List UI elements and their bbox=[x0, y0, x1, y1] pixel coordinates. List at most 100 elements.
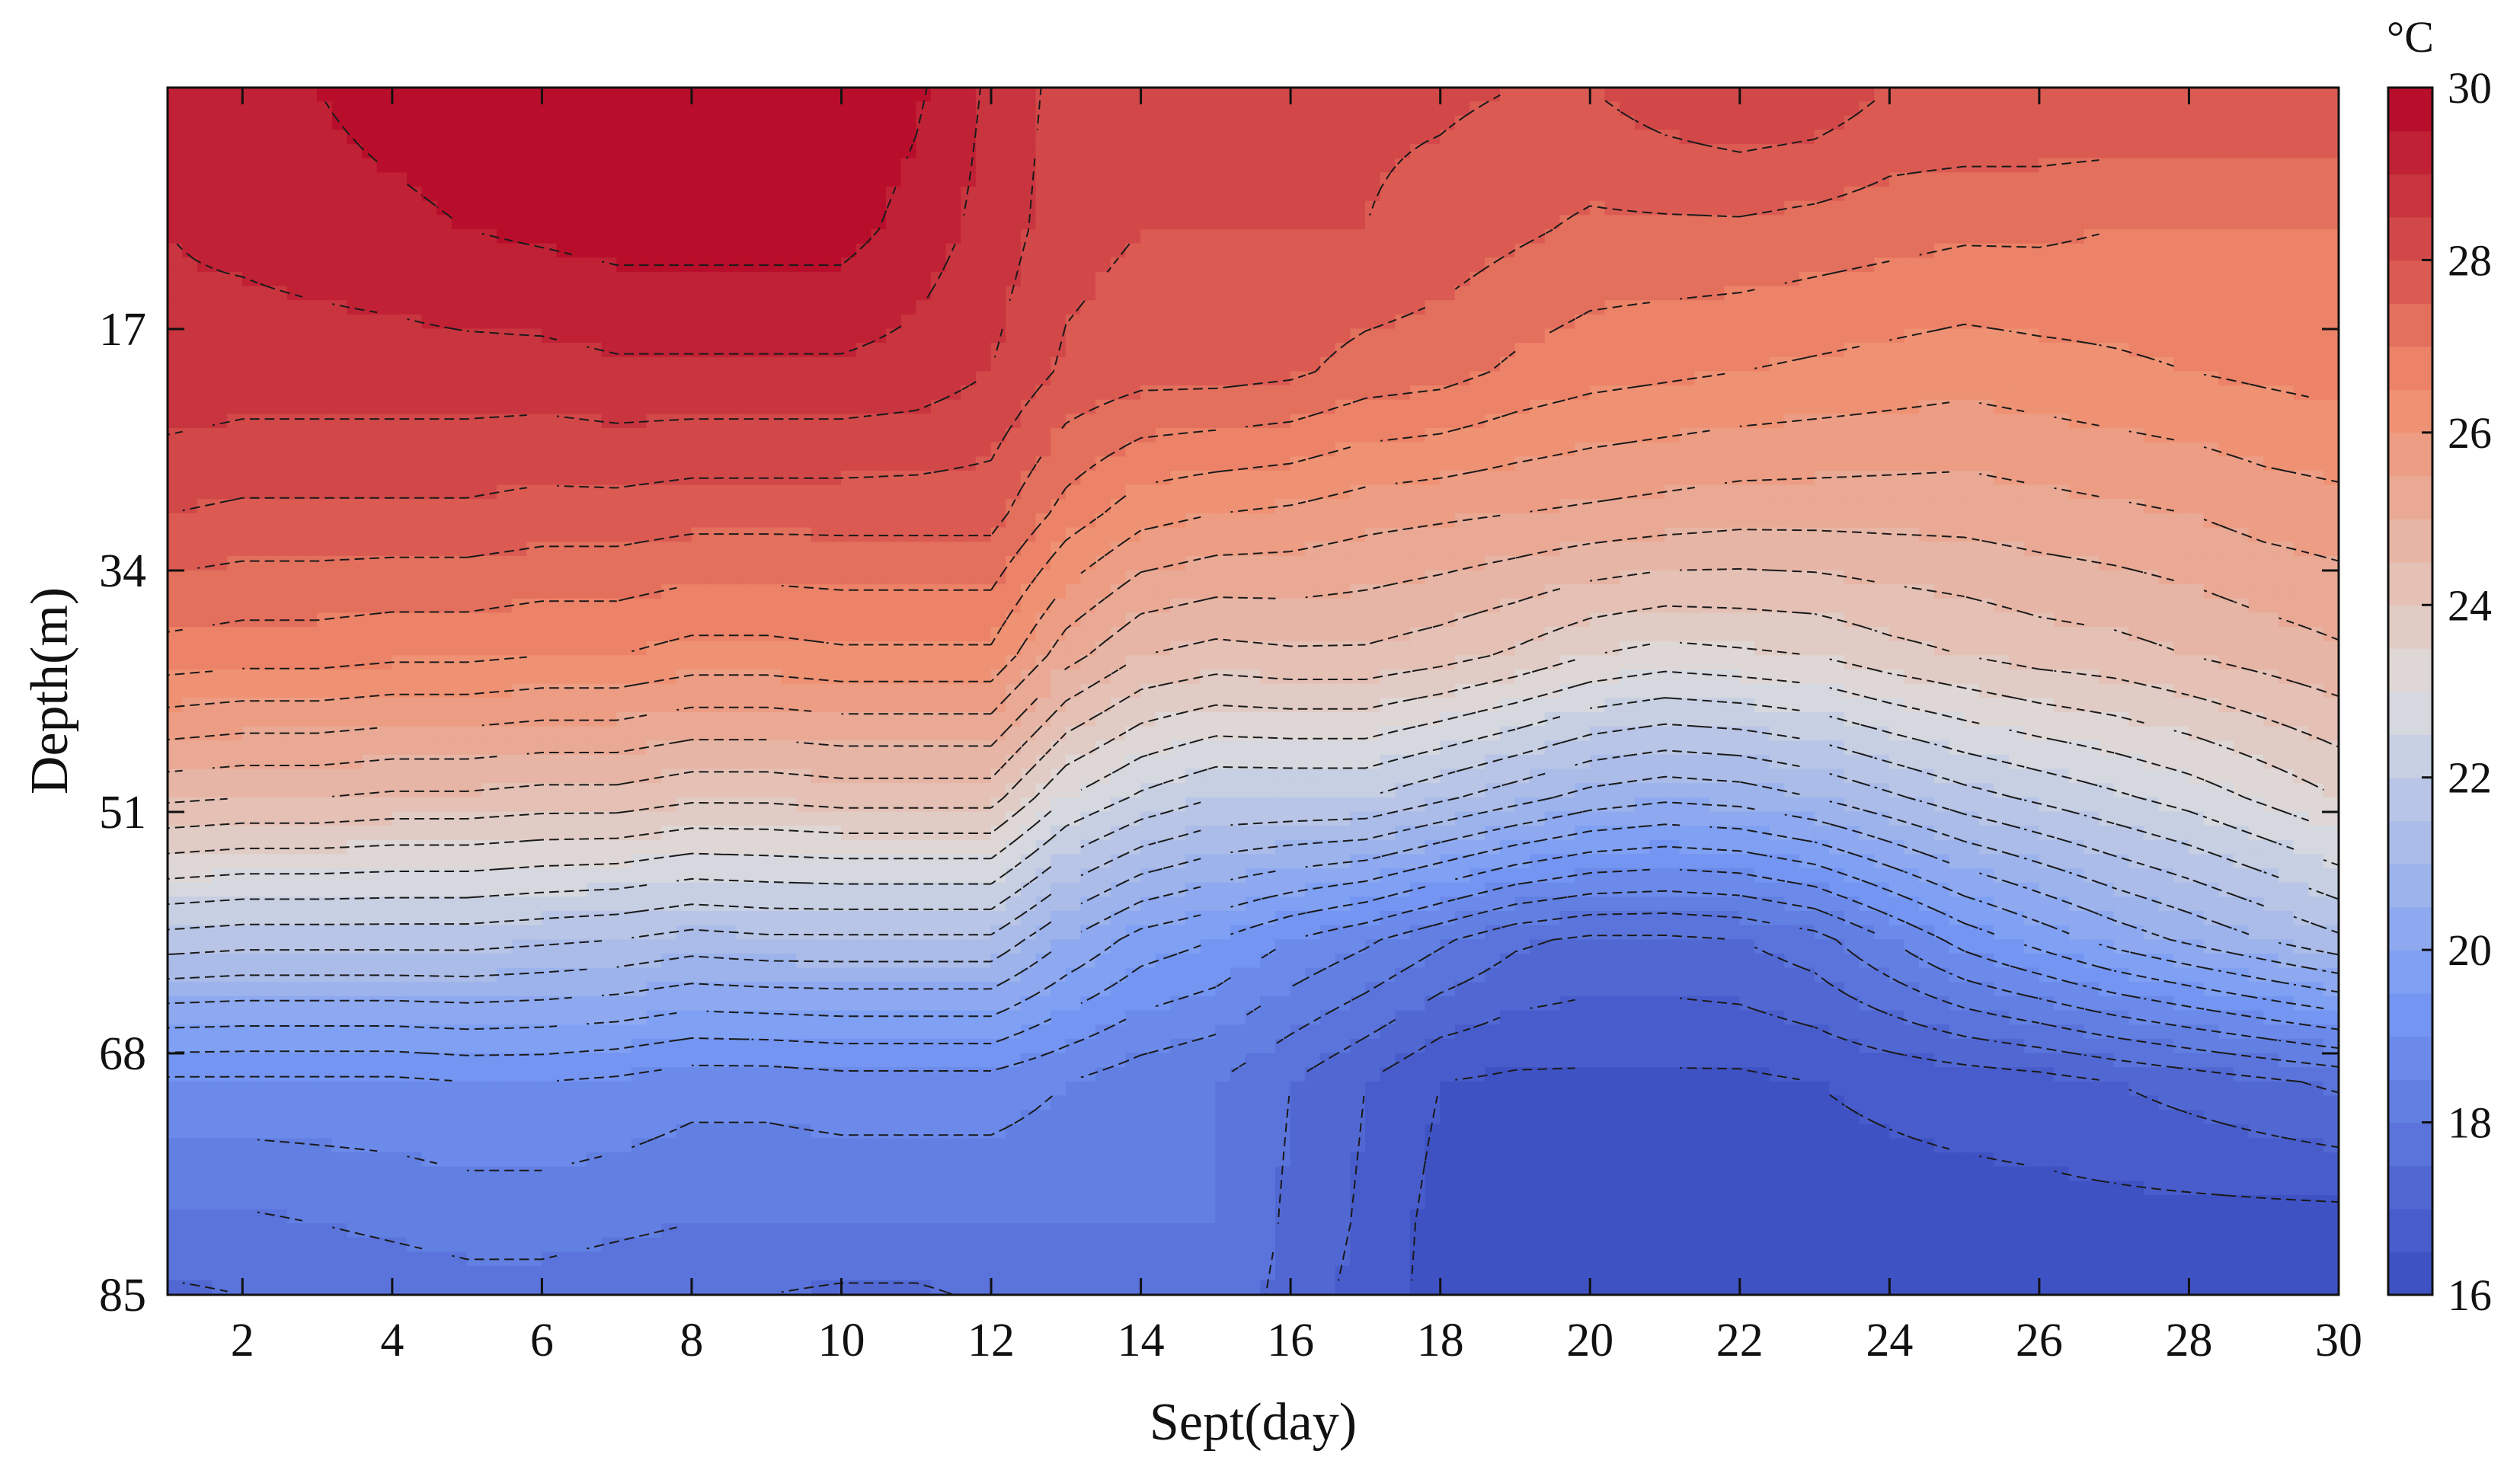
field-cell bbox=[691, 356, 708, 372]
field-cell bbox=[212, 200, 229, 216]
field-cell bbox=[257, 158, 273, 174]
field-cell bbox=[990, 484, 1007, 500]
field-cell bbox=[2009, 215, 2025, 230]
field-cell bbox=[571, 257, 587, 273]
field-cell bbox=[1604, 456, 1621, 471]
field-cell bbox=[1080, 527, 1097, 543]
field-cell bbox=[706, 371, 722, 387]
field-cell bbox=[1305, 371, 1321, 387]
field-cell bbox=[1604, 144, 1621, 159]
field-cell bbox=[661, 228, 677, 244]
field-cell bbox=[1499, 257, 1516, 273]
field-cell bbox=[691, 499, 708, 514]
field-cell bbox=[1380, 343, 1396, 358]
field-cell bbox=[182, 570, 198, 586]
field-cell bbox=[1514, 158, 1531, 174]
field-cell bbox=[1380, 499, 1396, 514]
field-cell bbox=[781, 286, 798, 302]
field-cell bbox=[2308, 187, 2324, 202]
field-cell bbox=[1425, 542, 1441, 557]
field-cell bbox=[1724, 129, 1741, 145]
field-cell bbox=[1874, 356, 1890, 372]
field-cell bbox=[2188, 286, 2205, 302]
field-cell bbox=[437, 144, 453, 159]
field-cell bbox=[2248, 88, 2265, 103]
field-cell bbox=[1499, 228, 1516, 244]
field-cell bbox=[1514, 414, 1531, 430]
field-cell bbox=[496, 300, 513, 315]
field-cell bbox=[182, 356, 198, 372]
field-cell bbox=[1859, 555, 1876, 571]
field-cell bbox=[1784, 129, 1800, 145]
field-cell bbox=[2308, 385, 2324, 401]
field-cell bbox=[556, 158, 573, 174]
field-cell bbox=[1170, 243, 1187, 259]
field-cell bbox=[1006, 144, 1022, 159]
field-cell bbox=[2054, 542, 2070, 557]
field-cell bbox=[1319, 328, 1336, 344]
field-cell bbox=[556, 513, 573, 529]
field-cell bbox=[1829, 428, 1845, 443]
field-cell bbox=[2263, 228, 2279, 244]
field-cell bbox=[1769, 356, 1786, 372]
field-cell bbox=[1754, 215, 1770, 230]
field-cell bbox=[1649, 428, 1666, 443]
field-cell bbox=[1155, 257, 1172, 273]
field-cell bbox=[526, 399, 542, 415]
field-cell bbox=[1409, 499, 1426, 514]
field-cell bbox=[676, 484, 692, 500]
field-cell bbox=[2158, 499, 2175, 514]
field-cell bbox=[1754, 414, 1770, 430]
field-cell bbox=[1200, 115, 1217, 131]
field-cell bbox=[1859, 286, 1876, 302]
field-cell bbox=[1006, 399, 1022, 415]
field-cell bbox=[1589, 385, 1606, 401]
field-cell bbox=[1874, 428, 1890, 443]
field-cell bbox=[1200, 172, 1217, 188]
field-cell bbox=[1245, 527, 1262, 543]
field-cell bbox=[855, 314, 872, 330]
field-cell bbox=[212, 158, 229, 174]
field-cell bbox=[736, 215, 753, 230]
field-cell bbox=[1964, 300, 1980, 315]
field-cell bbox=[362, 428, 378, 443]
field-cell bbox=[1260, 200, 1276, 216]
field-cell bbox=[1694, 527, 1710, 543]
field-cell bbox=[811, 414, 827, 430]
field-cell bbox=[1185, 328, 1201, 344]
field-cell bbox=[1080, 115, 1097, 131]
field-cell bbox=[916, 513, 932, 529]
field-cell bbox=[496, 484, 513, 500]
field-cell bbox=[1784, 456, 1800, 471]
field-cell bbox=[916, 328, 932, 344]
field-cell bbox=[556, 115, 573, 131]
field-cell bbox=[871, 385, 887, 401]
field-cell bbox=[2323, 456, 2339, 471]
field-cell bbox=[2113, 215, 2130, 230]
field-cell bbox=[781, 343, 798, 358]
field-cell bbox=[616, 300, 632, 315]
field-cell bbox=[1364, 542, 1381, 557]
field-cell bbox=[2278, 328, 2295, 344]
field-cell bbox=[2248, 314, 2265, 330]
field-cell bbox=[1395, 371, 1411, 387]
field-cell bbox=[1709, 484, 1725, 500]
field-cell bbox=[1260, 300, 1276, 315]
field-cell bbox=[1319, 187, 1336, 202]
field-cell bbox=[855, 385, 872, 401]
field-cell bbox=[1754, 158, 1770, 174]
field-cell bbox=[781, 243, 798, 259]
field-cell bbox=[811, 200, 827, 216]
field-cell bbox=[1919, 257, 1935, 273]
field-cell bbox=[1829, 442, 1845, 458]
field-cell bbox=[1290, 215, 1306, 230]
field-cell bbox=[1724, 371, 1741, 387]
field-cell bbox=[2068, 257, 2085, 273]
field-cell bbox=[1888, 158, 1905, 174]
field-cell bbox=[1919, 328, 1935, 344]
field-cell bbox=[227, 570, 243, 586]
field-cell bbox=[1784, 542, 1800, 557]
field-cell bbox=[2143, 385, 2160, 401]
field-cell bbox=[616, 215, 632, 230]
field-cell bbox=[168, 172, 184, 188]
